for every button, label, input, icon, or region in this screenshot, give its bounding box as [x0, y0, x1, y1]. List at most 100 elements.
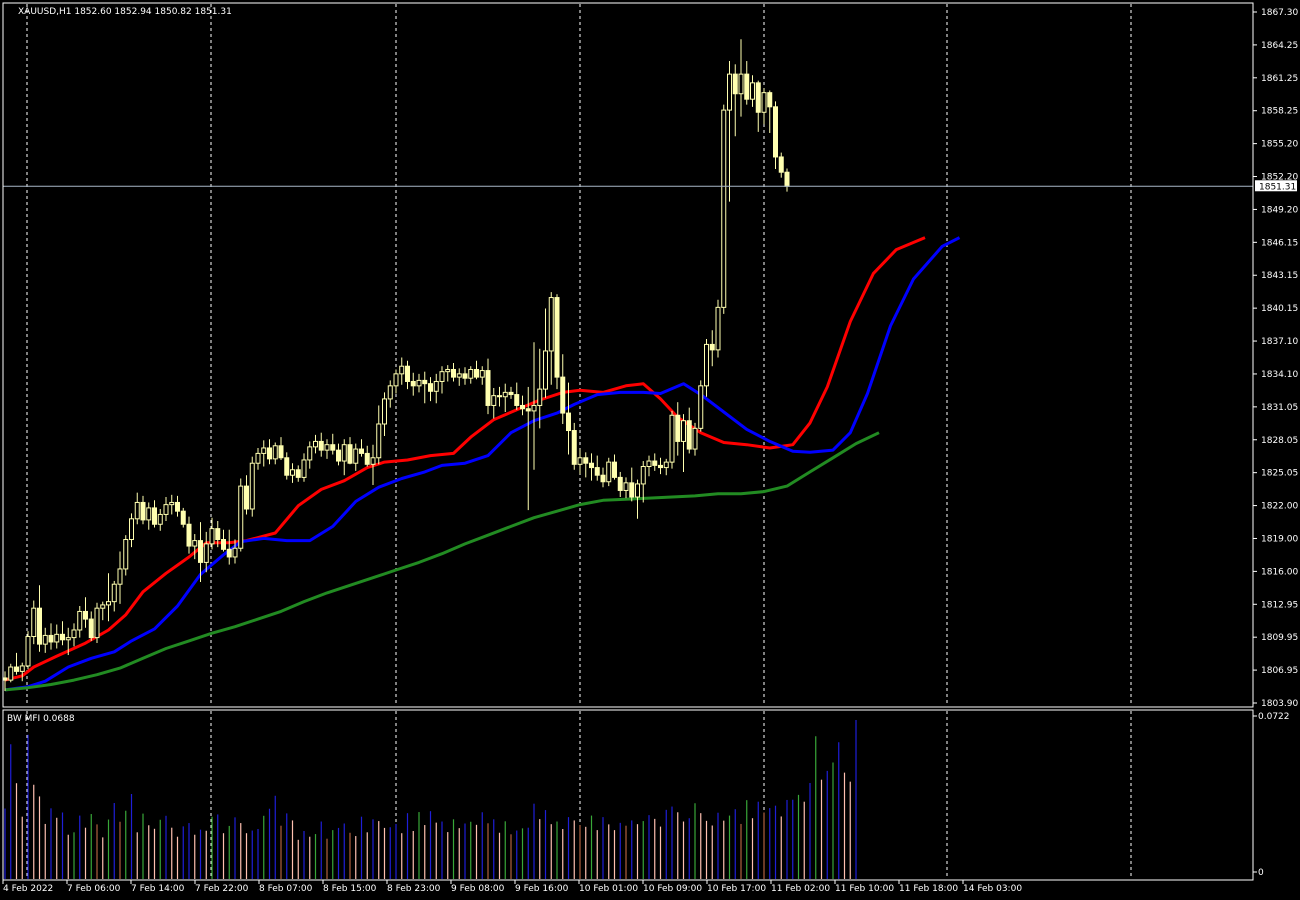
candle-body: [60, 633, 65, 641]
price-tick-label: 1822.00: [1261, 502, 1298, 512]
candle: [203, 531, 209, 573]
indicator-panel-frame: [2, 709, 1254, 881]
candle: [42, 627, 48, 653]
candle-body: [341, 444, 347, 462]
candle: [48, 623, 54, 650]
candle-body: [531, 404, 537, 412]
candle-body: [209, 528, 215, 545]
candle: [221, 529, 226, 552]
moving-average-line: [4, 236, 926, 682]
candle-body: [2, 677, 8, 681]
candle-body: [502, 391, 508, 398]
candle: [617, 471, 623, 498]
candle-body: [548, 297, 554, 352]
candle: [376, 405, 382, 465]
candle: [474, 360, 479, 380]
candle-body: [646, 460, 652, 467]
candle: [31, 600, 37, 645]
indicator-tick-label: 0: [1258, 868, 1264, 878]
candle: [750, 75, 755, 107]
candle: [382, 392, 387, 436]
candle: [405, 360, 410, 390]
time-tick-label: 8 Feb 15:00: [323, 884, 377, 894]
candle: [261, 440, 267, 467]
candle: [192, 534, 198, 560]
candle-body: [784, 171, 790, 187]
candle-body: [422, 379, 428, 385]
candle-body: [554, 297, 560, 378]
time-tick-label: 7 Feb 14:00: [131, 884, 185, 894]
candle: [744, 61, 750, 105]
current-price-label: 1851.31: [1259, 182, 1296, 192]
candle-body: [698, 385, 704, 429]
candle-body: [491, 395, 497, 406]
price-tick-label: 1819.00: [1261, 534, 1298, 544]
candle: [387, 380, 393, 408]
candle-body: [19, 665, 25, 672]
candle: [658, 457, 663, 475]
mfi-bars: [4, 720, 857, 879]
candle-body: [336, 449, 341, 462]
candle: [543, 308, 548, 398]
candle-body: [284, 457, 290, 476]
candle: [359, 439, 364, 457]
candle: [715, 299, 721, 358]
candle: [249, 456, 255, 517]
time-axis: 4 Feb 2022 7 Feb 06:00 7 Feb 14:00 7 Feb 22…: [2, 880, 1022, 894]
candle: [324, 439, 330, 459]
candle-body: [761, 92, 767, 113]
price-axis: 1867.30 1864.25 1861.25 1858.25 1855.20 1852.…: [1253, 8, 1298, 709]
candle-body: [497, 395, 502, 398]
candle-body: [31, 607, 37, 638]
candle-body: [14, 666, 19, 672]
candle: [226, 529, 232, 565]
candle-body: [589, 462, 594, 469]
candle: [612, 454, 617, 480]
candle-body: [313, 440, 318, 448]
price-tick-label: 1812.95: [1261, 600, 1298, 610]
candle: [88, 611, 94, 641]
candle-body: [186, 523, 192, 547]
candle: [686, 407, 692, 454]
candle: [301, 453, 307, 482]
candle: [606, 457, 612, 487]
candle: [497, 386, 502, 407]
time-tick-label: 9 Feb 08:00: [451, 884, 505, 894]
candle-body: [94, 607, 100, 639]
candle-body: [8, 666, 14, 681]
candle: [525, 386, 531, 511]
candle-body: [71, 629, 77, 639]
candle: [433, 373, 439, 404]
price-tick-label: 1861.25: [1261, 74, 1298, 84]
price-tick-label: 1803.90: [1261, 699, 1298, 709]
candle: [560, 354, 566, 424]
candle-body: [65, 637, 71, 641]
time-tick-label: 4 Feb 2022: [3, 884, 53, 894]
candle: [451, 362, 456, 382]
candle-body: [261, 447, 267, 454]
candle-body: [48, 634, 54, 643]
candle: [318, 432, 324, 457]
candle: [393, 369, 399, 394]
candle: [761, 88, 767, 125]
candle: [347, 437, 353, 465]
candle-body: [543, 350, 548, 390]
candle: [157, 508, 163, 531]
candle: [307, 441, 313, 469]
candle-body: [681, 420, 686, 442]
time-tick-label: 14 Feb 03:00: [963, 884, 1022, 894]
candle: [399, 357, 405, 385]
candle-body: [399, 365, 405, 375]
price-tick-label: 1867.30: [1261, 8, 1298, 18]
candle: [767, 90, 773, 133]
candle-body: [238, 485, 244, 549]
candle: [134, 492, 140, 525]
candle-body: [600, 474, 606, 483]
candle: [255, 447, 261, 470]
price-tick-label: 1834.10: [1261, 370, 1298, 380]
candle: [652, 453, 658, 471]
indicator-tick-label: 0.0722: [1258, 712, 1290, 722]
candle: [140, 495, 146, 525]
